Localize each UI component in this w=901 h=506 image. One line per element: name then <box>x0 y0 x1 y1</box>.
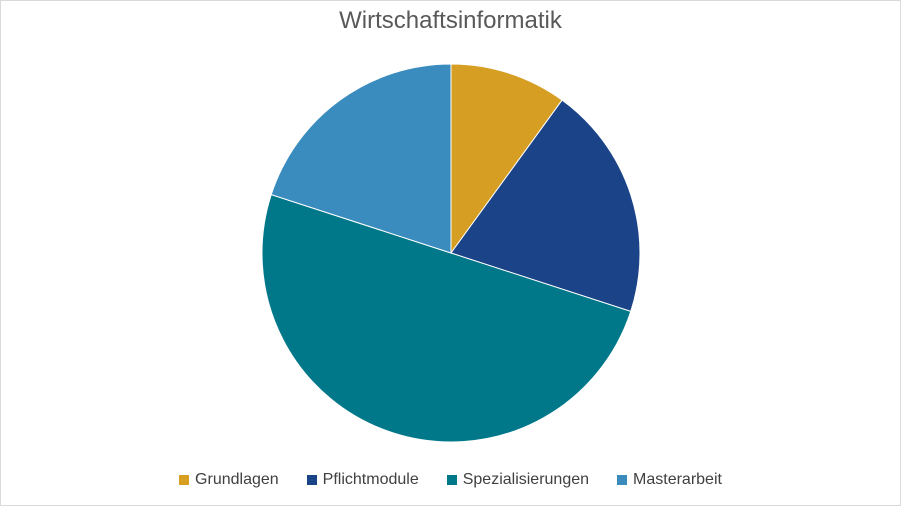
legend-swatch <box>306 475 317 485</box>
chart-title: Wirtschaftsinformatik <box>339 7 562 34</box>
pie-slice <box>450 63 563 255</box>
legend-item: Grundlagen <box>179 471 279 489</box>
legend-label: Masterarbeit <box>633 471 722 488</box>
legend-swatch <box>617 475 628 485</box>
pie-slice <box>450 99 641 313</box>
pie-slice <box>270 63 452 254</box>
legend-swatch <box>179 475 190 485</box>
legend-item: Spezialisierungen <box>446 471 590 489</box>
legend-item: Pflichtmodule <box>306 471 419 489</box>
legend-item: Masterarbeit <box>617 471 722 489</box>
legend-swatch <box>446 475 457 485</box>
legend-label: Spezialisierungen <box>462 471 590 488</box>
legend: Grundlagen Pflichtmodule Spezialisierungen… <box>1 471 900 489</box>
legend-label: Grundlagen <box>195 471 279 488</box>
pie-slice <box>261 193 632 443</box>
legend-label: Pflichtmodule <box>322 471 419 488</box>
